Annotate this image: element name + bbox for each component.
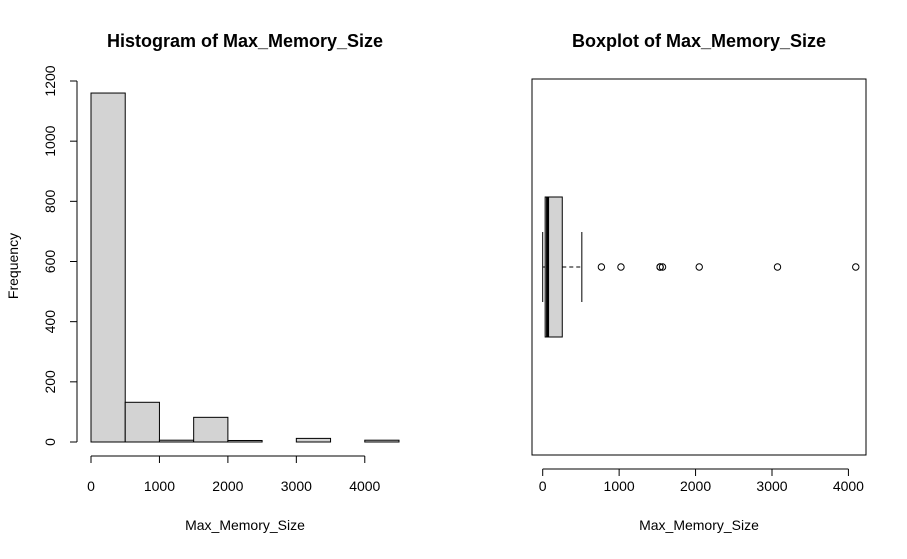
boxplot-x-axis-label: Max_Memory_Size	[639, 517, 759, 533]
histogram-bar	[295, 437, 332, 443]
boxplot-box	[544, 196, 563, 338]
histogram-bar	[158, 439, 195, 443]
histogram-bar	[124, 401, 160, 443]
boxplot-x-tick-label: 2000	[680, 478, 711, 494]
histogram-x-axis: 0 1000 2000 3000 4000	[87, 455, 381, 494]
histogram-x-tick-label: 0	[87, 478, 95, 494]
histogram-y-axis-label: Frequency	[5, 233, 21, 299]
histogram-y-tick-label: 1000	[42, 125, 58, 156]
histogram-x-tick-label: 4000	[349, 478, 380, 494]
boxplot-x-tick-label: 1000	[604, 478, 635, 494]
histogram-x-axis-label: Max_Memory_Size	[185, 517, 305, 533]
boxplot-title: Boxplot of Max_Memory_Size	[572, 31, 826, 51]
boxplot-outlier	[597, 263, 606, 271]
histogram-bar	[90, 92, 126, 443]
boxplot-x-tick-label: 0	[539, 478, 547, 494]
histogram-y-axis: 0 200 400 600 800 1000 1200	[42, 65, 78, 446]
boxplot-x-axis: 0 1000 2000 3000 4000	[539, 468, 864, 494]
histogram-x-tick-label: 3000	[281, 478, 312, 494]
histogram-y-tick-label: 600	[42, 250, 58, 274]
boxplot-frame	[531, 78, 867, 456]
histogram-y-tick-label: 200	[42, 370, 58, 394]
histogram-panel: Histogram of Max_Memory_Size Max_Memory_…	[5, 31, 400, 533]
boxplot-panel: Boxplot of Max_Memory_Size Max_Memory_Si…	[531, 31, 867, 533]
boxplot-x-tick-label: 3000	[756, 478, 787, 494]
boxplot-outlier	[617, 263, 625, 271]
histogram-bar	[364, 439, 400, 443]
boxplot-marks	[542, 196, 860, 338]
histogram-bars	[90, 92, 400, 443]
histogram-y-tick-label: 400	[42, 310, 58, 334]
histogram-x-tick-label: 2000	[212, 478, 243, 494]
histogram-x-tick-label: 1000	[144, 478, 175, 494]
histogram-y-tick-label: 1200	[42, 65, 58, 96]
boxplot-outlier	[695, 263, 703, 271]
histogram-y-tick-label: 0	[42, 438, 58, 446]
boxplot-outlier	[656, 263, 664, 271]
histogram-bar	[193, 416, 229, 443]
boxplot-x-tick-label: 4000	[833, 478, 864, 494]
histogram-y-tick-label: 800	[42, 189, 58, 213]
histogram-bar	[227, 439, 263, 443]
boxplot-outlier	[852, 263, 860, 271]
histogram-title: Histogram of Max_Memory_Size	[107, 31, 383, 51]
boxplot-outlier	[773, 263, 782, 271]
boxplot-outlier	[658, 263, 667, 271]
